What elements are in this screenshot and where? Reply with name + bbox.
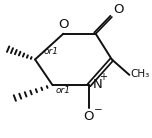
Text: −: − [94, 105, 103, 115]
Text: O: O [84, 110, 94, 123]
Text: CH₃: CH₃ [131, 69, 150, 79]
Text: N: N [92, 78, 102, 91]
Text: O: O [58, 18, 69, 31]
Text: +: + [99, 72, 107, 82]
Text: O: O [113, 3, 124, 16]
Text: or1: or1 [43, 47, 58, 56]
Text: or1: or1 [56, 87, 71, 95]
